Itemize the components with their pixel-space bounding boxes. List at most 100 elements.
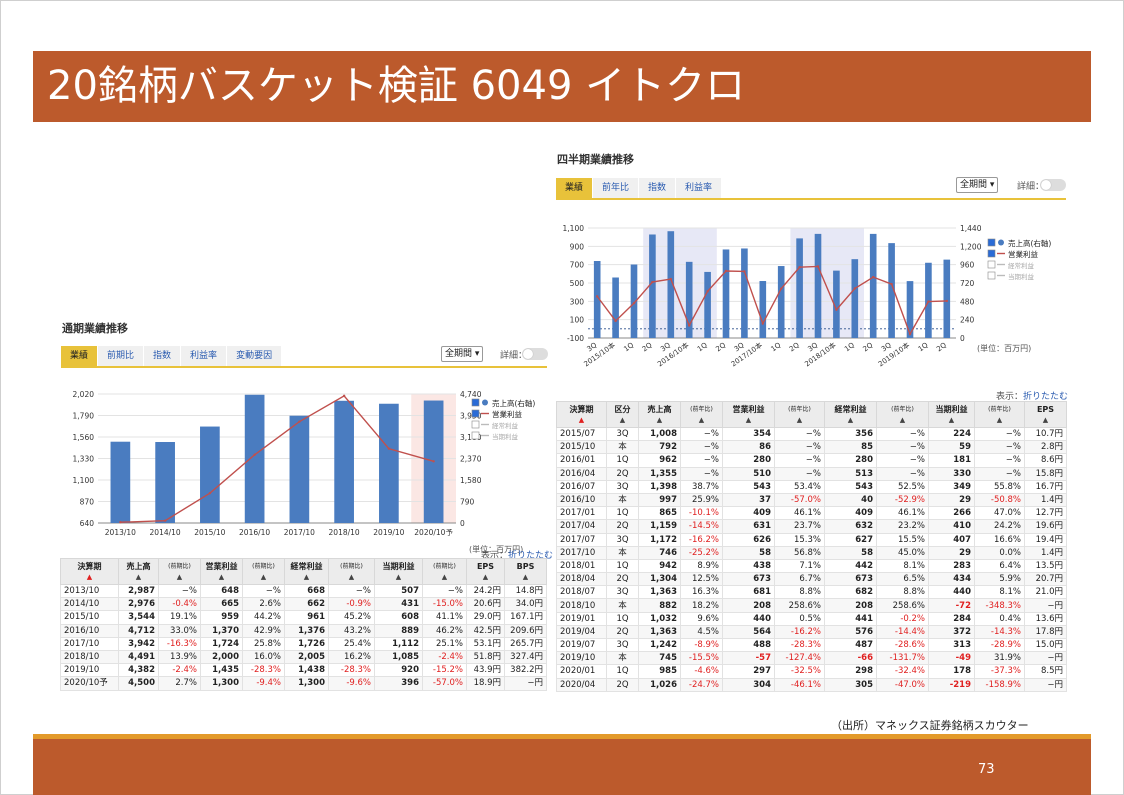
y-left-tick-label: 1,790 <box>73 412 95 421</box>
table-cell: 45.2% <box>328 610 375 625</box>
x-tick-label: 2017/10 <box>284 528 315 537</box>
table-cell: 178 <box>928 664 975 679</box>
quarterly-tab-yoy[interactable]: 前年比 <box>593 178 640 198</box>
quarterly-col-header[interactable]: (前年比) ▲ <box>774 401 825 428</box>
annual-col-header[interactable]: (前期比) ▲ <box>242 558 285 585</box>
quarterly-tab-results[interactable]: 業績 <box>556 178 594 198</box>
annual-col-header[interactable]: BPS ▲ <box>504 558 547 585</box>
quarterly-period-select[interactable]: 全期間 ▾ <box>956 177 999 193</box>
annual-tab-margin[interactable]: 利益率 <box>181 346 228 366</box>
table-row: 2016/10 本 997 25.9% 37 -57.0% 40 -52.9% 29 -50.8%… <box>556 492 1067 508</box>
table-cell: 3Q <box>606 426 639 442</box>
annual-col-header[interactable]: 経常利益 ▲ <box>284 558 329 585</box>
quarterly-col-header[interactable]: 決算期 ▲ <box>556 401 607 428</box>
annual-col-header[interactable]: 当期利益 ▲ <box>374 558 423 585</box>
quarterly-col-header[interactable]: 区分 ▲ <box>606 401 639 428</box>
revenue-bar <box>833 270 840 338</box>
quarterly-tab-index[interactable]: 指数 <box>639 178 677 198</box>
quarterly-col-header[interactable]: (前年比) ▲ <box>974 401 1025 428</box>
table-cell: 673 <box>722 572 775 587</box>
quarterly-col-header[interactable]: 営業利益 ▲ <box>722 401 775 428</box>
quarterly-col-header[interactable]: 売上高 ▲ <box>638 401 681 428</box>
column-label: (前期比) <box>252 563 275 570</box>
table-cell: 745 <box>638 651 681 666</box>
annual-col-header[interactable]: (前期比) ▲ <box>328 558 375 585</box>
sort-arrow-icon[interactable]: ▲ <box>176 573 183 581</box>
quarterly-col-header[interactable]: EPS ▲ <box>1024 401 1067 428</box>
table-cell: 25.1% <box>422 636 467 651</box>
annual-panel-title: 通期業績推移 <box>62 322 128 335</box>
annual-tab-index[interactable]: 指数 <box>144 346 182 366</box>
table-cell: 本 <box>606 651 639 666</box>
sort-arrow-icon[interactable]: ▲ <box>303 572 310 581</box>
annual-table: 決算期 ▲ 売上高 ▲ (前期比) ▲ 営業利益 ▲ (前期比) ▲ 経常利益 ▲ (前期比) ▲ 当期利益… <box>60 558 547 691</box>
sort-arrow-icon[interactable]: ▲ <box>745 415 752 424</box>
annual-col-header[interactable]: (前期比) ▲ <box>158 558 201 585</box>
annual-col-header[interactable]: 営業利益 ▲ <box>200 558 243 585</box>
sort-arrow-icon[interactable]: ▲ <box>86 572 93 581</box>
sort-arrow-icon[interactable]: ▲ <box>348 573 355 581</box>
table-cell: 280 <box>722 453 775 468</box>
sort-arrow-icon[interactable]: ▲ <box>656 415 663 424</box>
table-cell: −% <box>974 453 1025 468</box>
table-cell: 959 <box>200 610 243 625</box>
table-cell: -25.2% <box>680 545 723 560</box>
table-cell: 792 <box>638 440 681 455</box>
annual-col-header[interactable]: 売上高 ▲ <box>118 558 159 585</box>
table-cell: 3Q <box>606 532 639 547</box>
sort-arrow-icon[interactable]: ▲ <box>796 416 803 424</box>
quarterly-detail-toggle[interactable] <box>1040 179 1066 191</box>
table-cell: 58 <box>824 545 877 560</box>
sort-arrow-icon[interactable]: ▲ <box>482 572 489 581</box>
y-left-tick-label: 1,100 <box>73 476 95 485</box>
table-cell: -57.0% <box>774 492 825 508</box>
table-cell: 2019/01 <box>556 611 607 626</box>
quarterly-collapse-link[interactable]: 折りたたむ <box>1023 392 1069 402</box>
table-cell: -49 <box>928 651 975 666</box>
sort-arrow-icon[interactable]: ▲ <box>135 572 142 581</box>
table-cell: 40 <box>824 492 877 508</box>
table-cell: 627 <box>824 532 877 547</box>
sort-arrow-icon[interactable]: ▲ <box>698 416 705 424</box>
sort-arrow-icon[interactable]: ▲ <box>899 416 906 424</box>
sort-arrow-icon[interactable]: ▲ <box>260 573 267 581</box>
table-cell: 2019/07 <box>556 637 607 653</box>
sort-arrow-icon[interactable]: ▲ <box>1042 415 1049 424</box>
annual-detail-toggle[interactable] <box>522 348 548 360</box>
slide-title: 20銘柄バスケット検証 6049 イトクロ <box>33 51 1091 122</box>
quarterly-tab-margin[interactable]: 利益率 <box>676 178 723 198</box>
sort-arrow-icon[interactable]: ▲ <box>395 572 402 581</box>
sort-arrow-icon[interactable]: ▲ <box>578 415 585 424</box>
quarterly-col-header[interactable]: 経常利益 ▲ <box>824 401 877 428</box>
table-cell: −% <box>680 466 723 481</box>
sort-arrow-icon[interactable]: ▲ <box>522 572 529 581</box>
table-row: 2015/10 本 792 −% 86 −% 85 −% 59 −% 2.8円 <box>556 440 1067 455</box>
sort-arrow-icon[interactable]: ▲ <box>948 415 955 424</box>
annual-col-header[interactable]: 決算期 ▲ <box>60 558 119 585</box>
annual-tab-yoy[interactable]: 前期比 <box>98 346 145 366</box>
sort-arrow-icon[interactable]: ▲ <box>441 573 448 581</box>
table-cell: 42.9% <box>242 623 285 638</box>
table-cell: 440 <box>722 611 775 626</box>
annual-collapse-link[interactable]: 折りたたむ <box>508 551 554 561</box>
annual-col-header[interactable]: EPS ▲ <box>466 558 505 585</box>
quarterly-col-header[interactable]: (前年比) ▲ <box>876 401 929 428</box>
annual-tab-factors[interactable]: 変動要因 <box>227 346 283 366</box>
sort-arrow-icon[interactable]: ▲ <box>619 415 626 424</box>
sort-arrow-icon[interactable]: ▲ <box>218 572 225 581</box>
table-cell: 372 <box>928 624 975 640</box>
sort-arrow-icon[interactable]: ▲ <box>847 415 854 424</box>
annual-period-select[interactable]: 全期間 ▾ <box>441 346 484 362</box>
annual-tab-results[interactable]: 業績 <box>61 346 99 366</box>
table-cell: 283 <box>928 558 975 574</box>
legend-label: 営業利益 <box>1008 249 1038 259</box>
operating-profit-point <box>724 269 728 273</box>
table-cell: 3Q <box>606 585 639 600</box>
quarterly-col-header[interactable]: 当期利益 ▲ <box>928 401 975 428</box>
quarterly-col-header[interactable]: (前年比) ▲ <box>680 401 723 428</box>
table-cell: 51.8円 <box>466 649 505 665</box>
annual-col-header[interactable]: (前期比) ▲ <box>422 558 467 585</box>
table-cell: 330 <box>928 466 975 481</box>
sort-arrow-icon[interactable]: ▲ <box>996 416 1003 424</box>
column-label: 当期利益 <box>382 561 415 571</box>
